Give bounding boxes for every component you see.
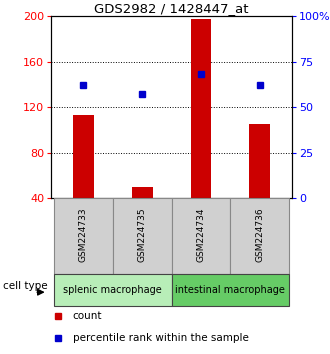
Text: cell type: cell type (3, 281, 47, 291)
Text: splenic macrophage: splenic macrophage (63, 285, 162, 295)
Title: GDS2982 / 1428447_at: GDS2982 / 1428447_at (94, 2, 249, 15)
Bar (54, 198, 113, 274)
Bar (113, 198, 172, 274)
Bar (249, 124, 270, 198)
Text: GSM224733: GSM224733 (79, 207, 88, 262)
Bar (191, 19, 211, 198)
Bar (54, 274, 172, 306)
Text: percentile rank within the sample: percentile rank within the sample (73, 333, 249, 343)
Text: count: count (73, 311, 102, 321)
Text: GSM224734: GSM224734 (196, 207, 206, 262)
Text: intestinal macrophage: intestinal macrophage (176, 285, 285, 295)
Bar (172, 274, 289, 306)
Bar (73, 115, 94, 198)
Bar (172, 198, 230, 274)
Text: GSM224735: GSM224735 (138, 207, 147, 262)
Text: GSM224736: GSM224736 (255, 207, 264, 262)
Bar (132, 187, 152, 198)
Bar (230, 198, 289, 274)
